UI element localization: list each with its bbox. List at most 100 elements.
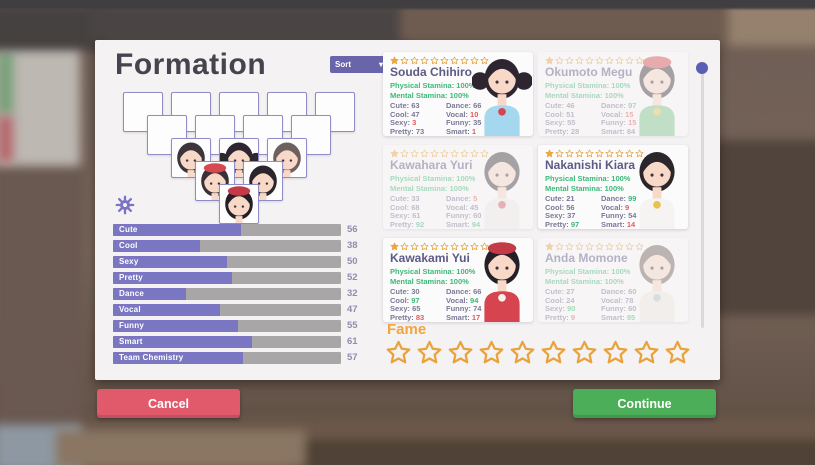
star-icon: [541, 340, 566, 364]
team-stat-bar: Cute: [113, 224, 341, 236]
idol-stats: Cute: 63 Cool: 47 Sexy: 3 Pretty: 73 Dan…: [390, 101, 482, 136]
star-icon: [460, 149, 469, 158]
idol-card[interactable]: Kawakami Yui Physical Stamina: 100% Ment…: [383, 238, 533, 322]
star-icon: [420, 149, 429, 158]
continue-button[interactable]: Continue: [573, 389, 716, 418]
star-icon: [390, 149, 399, 158]
formation-slot-filled[interactable]: [219, 184, 259, 224]
star-icon: [635, 149, 644, 158]
star-icon: [460, 56, 469, 65]
idol-stats: Cute: 33 Cool: 68 Sexy: 61 Pretty: 92 Da…: [390, 194, 482, 229]
team-stat-row: Vocal 47: [113, 304, 358, 316]
star-icon: [420, 56, 429, 65]
idol-name: Kawakami Yui: [390, 251, 470, 265]
idol-card-grid: Souda Chihiro Physical Stamina: 100% Men…: [383, 52, 693, 362]
star-icon: [565, 242, 574, 251]
star-icon: [417, 340, 442, 364]
star-icon: [440, 242, 449, 251]
idol-name: Souda Chihiro: [390, 65, 472, 79]
idol-card[interactable]: Anda Momone Physical Stamina: 100% Menta…: [538, 238, 688, 322]
physical-stamina: Physical Stamina: 100%: [545, 267, 631, 276]
idol-card[interactable]: Okumoto Megu Physical Stamina: 100% Ment…: [538, 52, 688, 136]
star-icon: [625, 242, 634, 251]
team-stat-value: 57: [347, 352, 358, 363]
team-stat-row: Cool 38: [113, 240, 358, 252]
star-icon: [603, 340, 628, 364]
team-stat-bar-fill: [113, 240, 200, 252]
star-icon: [572, 340, 597, 364]
star-icon: [545, 56, 554, 65]
star-icon: [605, 149, 614, 158]
team-stat-bar-fill: [113, 256, 227, 268]
fame-label: Fame: [387, 321, 427, 338]
star-icon: [450, 242, 459, 251]
star-icon: [440, 56, 449, 65]
chevron-down-icon: ▾: [378, 59, 383, 69]
star-icon: [470, 149, 479, 158]
mental-stamina: Mental Stamina: 100%: [545, 184, 624, 193]
team-stat-bar: Team Chemistry: [113, 352, 341, 364]
sort-dropdown[interactable]: Sort ▾: [330, 56, 388, 73]
star-icon: [479, 340, 504, 364]
team-stat-label: Dance: [119, 289, 145, 298]
star-icon: [635, 242, 644, 251]
physical-stamina: Physical Stamina: 100%: [390, 81, 476, 90]
formation-panel: Formation Sort ▾: [95, 40, 720, 380]
physical-stamina: Physical Stamina: 100%: [545, 174, 631, 183]
gear-icon[interactable]: [115, 195, 135, 215]
star-icon: [430, 56, 439, 65]
team-stat-label: Cute: [119, 225, 138, 234]
formation-row: [219, 184, 259, 224]
team-stat-bar: Vocal: [113, 304, 341, 316]
star-icon: [390, 56, 399, 65]
star-icon: [430, 242, 439, 251]
team-stat-label: Sexy: [119, 257, 139, 266]
star-icon: [555, 56, 564, 65]
idol-card[interactable]: Nakanishi Kiara Physical Stamina: 100% M…: [538, 145, 688, 229]
team-stat-row: Dance 32: [113, 288, 358, 300]
team-stat-bar: Sexy: [113, 256, 341, 268]
team-stat-label: Funny: [119, 321, 144, 330]
mental-stamina: Mental Stamina: 100%: [390, 277, 469, 286]
team-stat-value: 55: [347, 320, 358, 331]
star-icon: [400, 242, 409, 251]
idol-stats: Cute: 21 Cool: 56 Sexy: 37 Pretty: 97 Da…: [545, 194, 637, 229]
star-icon: [625, 149, 634, 158]
star-icon: [410, 56, 419, 65]
team-stat-bar-fill: [113, 320, 239, 332]
team-stat-bar-fill: [113, 304, 221, 316]
star-icon: [510, 340, 535, 364]
star-icon: [575, 242, 584, 251]
mental-stamina: Mental Stamina: 100%: [545, 91, 624, 100]
team-stat-row: Funny 55: [113, 320, 358, 332]
mental-stamina: Mental Stamina: 100%: [390, 91, 469, 100]
formation-pyramid: [95, 40, 385, 260]
star-icon: [410, 149, 419, 158]
star-icon: [565, 56, 574, 65]
idol-card[interactable]: Souda Chihiro Physical Stamina: 100% Men…: [383, 52, 533, 136]
star-icon: [575, 56, 584, 65]
star-icon: [386, 340, 411, 364]
mental-stamina: Mental Stamina: 100%: [545, 277, 624, 286]
team-stat-label: Smart: [119, 337, 143, 346]
fame-star-rating: [385, 339, 691, 366]
star-icon: [545, 149, 554, 158]
cancel-button[interactable]: Cancel: [97, 389, 240, 418]
team-stat-label: Cool: [119, 241, 138, 250]
star-icon: [565, 149, 574, 158]
team-stat-value: 56: [347, 224, 358, 235]
team-stat-label: Team Chemistry: [119, 353, 184, 362]
formation-row: [171, 138, 307, 178]
star-icon: [420, 242, 429, 251]
star-icon: [634, 340, 659, 364]
star-icon: [400, 149, 409, 158]
idol-card[interactable]: Kawahara Yuri Physical Stamina: 100% Men…: [383, 145, 533, 229]
star-icon: [470, 56, 479, 65]
idol-stats: Cute: 27 Cool: 24 Sexy: 90 Pretty: 9 Dan…: [545, 287, 637, 322]
star-icon: [480, 242, 489, 251]
scrollbar-track[interactable]: [701, 70, 704, 328]
star-icon: [575, 149, 584, 158]
scrollbar-thumb[interactable]: [696, 62, 708, 74]
idol-star-rating: [545, 242, 644, 251]
